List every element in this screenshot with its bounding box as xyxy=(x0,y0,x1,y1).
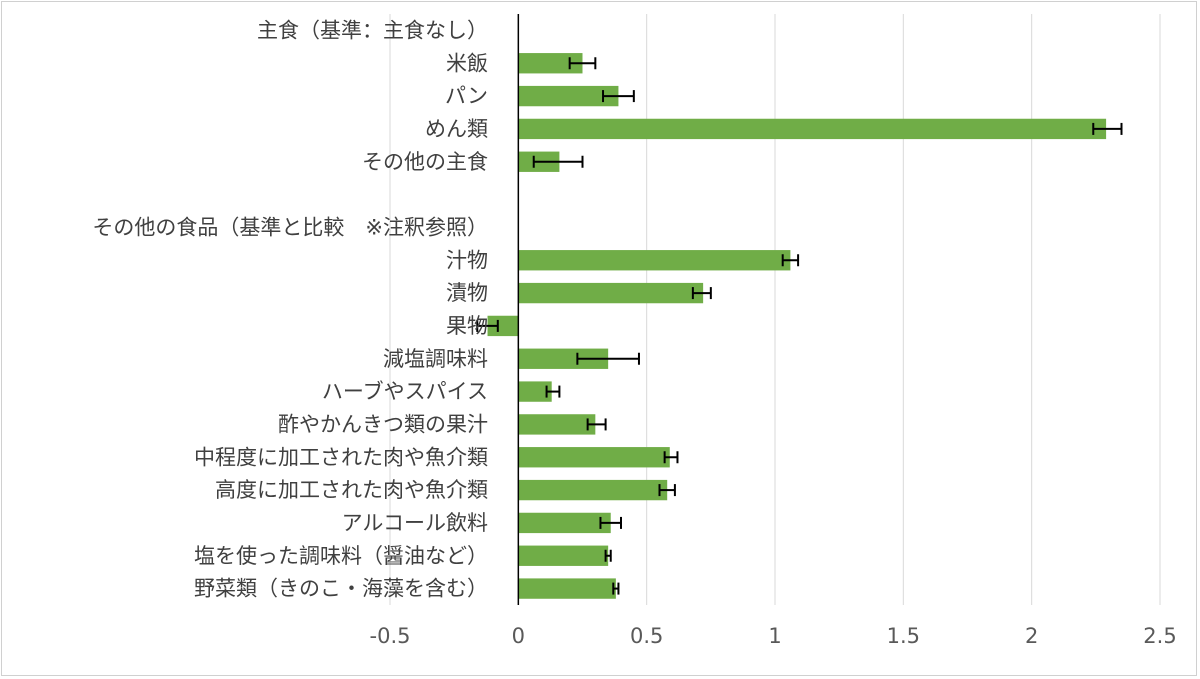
bar-15 xyxy=(518,512,611,534)
error-bar-15 xyxy=(599,516,622,529)
bar-16 xyxy=(518,545,609,566)
category-label-7: 汁物 xyxy=(446,248,488,272)
error-bar-3 xyxy=(1092,122,1123,135)
category-label-6: その他の食品（基準と比較 ※注釈参照） xyxy=(92,215,488,239)
category-label-16: 塩を使った調味料（醤油など） xyxy=(194,544,488,568)
error-bar-11 xyxy=(545,385,561,398)
x-tick-label-0: -0.5 xyxy=(370,624,411,648)
category-label-0: 主食（基準：主食なし） xyxy=(257,18,488,42)
bar-14 xyxy=(518,479,668,501)
category-label-14: 高度に加工された肉や魚介類 xyxy=(215,478,488,502)
error-bar-2 xyxy=(602,90,635,103)
x-tick-label-1: 0 xyxy=(512,624,525,648)
error-bar-7 xyxy=(781,254,800,267)
bar-9 xyxy=(487,315,519,337)
bar-2 xyxy=(518,85,619,107)
x-tick-labels: -0.5 0 0.5 1 1.5 2 2.5 xyxy=(370,624,1177,648)
error-bar-14 xyxy=(658,484,676,497)
bar-8 xyxy=(518,282,704,304)
bar-13 xyxy=(518,447,670,468)
error-bars xyxy=(476,57,1123,595)
bar-1 xyxy=(518,53,583,74)
error-bar-1 xyxy=(568,57,597,70)
category-label-12: 酢やかんきつ類の果汁 xyxy=(278,412,488,436)
error-bar-8 xyxy=(691,287,712,300)
error-bar-9 xyxy=(476,319,499,332)
x-tick-label-3: 1 xyxy=(768,624,781,648)
error-bar-17 xyxy=(612,582,620,595)
category-label-11: ハーブやスパイス xyxy=(322,380,488,404)
category-label-15: アルコール飲料 xyxy=(342,511,488,535)
error-bar-10 xyxy=(576,352,640,365)
category-label-13: 中程度に加工された肉や魚介類 xyxy=(194,445,488,469)
category-label-3: めん類 xyxy=(425,117,488,141)
x-tick-label-6: 2.5 xyxy=(1143,624,1176,648)
bar-3 xyxy=(518,118,1107,140)
bar-17 xyxy=(518,578,616,599)
x-tick-label-5: 2 xyxy=(1025,624,1038,648)
category-label-4: その他の主食 xyxy=(362,150,488,174)
category-label-1: 米飯 xyxy=(446,51,488,75)
gridlines xyxy=(389,14,1161,605)
category-label-17: 野菜類（きのこ・海藻を含む） xyxy=(194,577,488,601)
category-label-9: 果物 xyxy=(446,314,488,338)
bar-10 xyxy=(518,348,609,369)
x-tick-label-2: 0.5 xyxy=(630,624,663,648)
category-label-8: 漬物 xyxy=(446,281,488,305)
x-tick-label-4: 1.5 xyxy=(887,624,920,648)
error-bar-16 xyxy=(604,549,612,562)
category-label-10: 減塩調味料 xyxy=(383,347,488,371)
error-bar-13 xyxy=(663,451,679,464)
bar-11 xyxy=(518,381,552,402)
error-bar-4 xyxy=(532,155,584,168)
bars xyxy=(487,53,1107,599)
bar-12 xyxy=(518,414,596,435)
error-bar-12 xyxy=(586,418,607,431)
bar-7 xyxy=(518,250,791,271)
category-label-2: パン xyxy=(445,84,488,108)
